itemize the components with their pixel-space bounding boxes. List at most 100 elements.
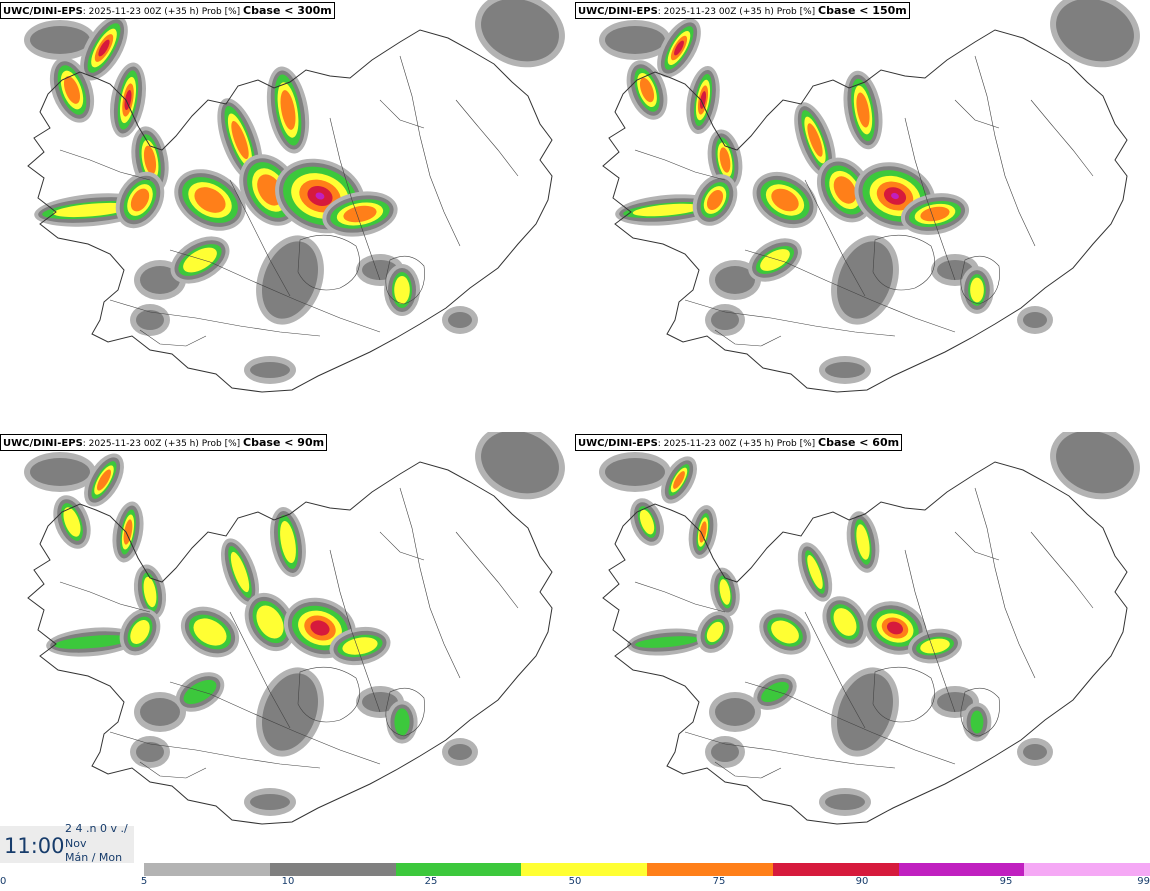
- panel-title: UWC/DINI-EPS: 2025-11-23 00Z (+35 h) Pro…: [575, 434, 903, 451]
- region-boundary: [59, 149, 151, 181]
- probability-layer: [599, 0, 1140, 384]
- colorbar-tick: 99: [1137, 876, 1150, 887]
- region-boundary: [872, 234, 935, 291]
- probability-area: [250, 362, 290, 378]
- probability-area: [715, 266, 755, 294]
- probability-area: [711, 742, 739, 762]
- probability-area: [605, 26, 665, 54]
- probability-area: [673, 471, 685, 489]
- region-boundary: [954, 99, 1000, 129]
- region-boundary: [804, 179, 866, 297]
- colorbar-tick: 90: [855, 876, 869, 887]
- coastline: [602, 461, 1128, 825]
- probability-layer: [24, 432, 565, 816]
- iceland-map: [599, 432, 1140, 825]
- model-name: UWC/DINI-EPS: [578, 6, 658, 17]
- region-boundary: [399, 487, 461, 679]
- probability-area: [886, 621, 904, 635]
- probability-colorbar: [144, 863, 1150, 876]
- probability-area: [711, 310, 739, 330]
- probability-area: [1056, 432, 1134, 494]
- probability-area: [124, 89, 132, 111]
- probability-area: [342, 637, 378, 655]
- valid-date-line: 2 4 .n 0 v ./: [65, 822, 128, 835]
- probability-area: [970, 277, 984, 303]
- probability-area: [825, 794, 865, 810]
- probability-area: [632, 203, 702, 217]
- region-boundary: [297, 234, 360, 291]
- probability-area: [699, 91, 707, 109]
- colorbar-segment-50: [521, 863, 647, 876]
- probability-area: [856, 524, 870, 560]
- region-boundary: [954, 531, 1000, 561]
- model-name: UWC/DINI-EPS: [3, 438, 83, 449]
- probability-area: [1056, 0, 1134, 62]
- probability-area: [63, 507, 81, 537]
- probability-area: [891, 192, 899, 200]
- probability-area: [920, 638, 950, 654]
- region-boundary: [229, 611, 291, 729]
- probability-area: [970, 710, 984, 734]
- colorbar-tick: 0: [0, 876, 7, 887]
- probability-area: [719, 147, 731, 173]
- iceland-map: [24, 0, 565, 393]
- coastline: [602, 29, 1128, 393]
- colorbar-tick: 75: [712, 876, 726, 887]
- probability-area: [481, 432, 559, 494]
- probability-area: [635, 636, 699, 648]
- probability-area: [183, 679, 217, 705]
- region-boundary: [684, 299, 896, 337]
- probability-area: [394, 708, 410, 736]
- probability-area: [394, 275, 410, 305]
- region-boundary: [974, 55, 1036, 247]
- region-boundary: [872, 666, 935, 723]
- colorbar-segment-5: [144, 863, 270, 876]
- probability-area: [280, 90, 296, 130]
- region-boundary: [109, 299, 321, 337]
- region-boundary: [634, 581, 726, 613]
- probability-area: [706, 189, 724, 211]
- probability-area: [856, 92, 870, 128]
- region-boundary: [714, 329, 782, 347]
- probability-area: [96, 469, 112, 491]
- run-info: : 2025-11-23 00Z (+35 h) Prob [%]: [82, 7, 244, 17]
- run-info: : 2025-11-23 00Z (+35 h) Prob [%]: [657, 7, 819, 17]
- probability-area: [761, 681, 789, 703]
- run-info: : 2025-11-23 00Z (+35 h) Prob [%]: [82, 439, 244, 449]
- region-boundary: [385, 687, 425, 737]
- region-boundary: [385, 255, 425, 305]
- probability-area: [639, 509, 655, 535]
- probability-area: [130, 188, 150, 212]
- probability-area: [639, 77, 655, 103]
- region-boundary: [904, 549, 956, 713]
- colorbar-segment-25: [395, 863, 522, 876]
- probability-area: [719, 579, 731, 605]
- probability-area: [261, 241, 319, 319]
- region-boundary: [379, 531, 425, 561]
- region-boundary: [634, 149, 726, 181]
- region-boundary: [960, 255, 1000, 305]
- map-panel-top-right: UWC/DINI-EPS: 2025-11-23 00Z (+35 h) Pro…: [575, 0, 1150, 432]
- probability-area: [836, 241, 894, 319]
- region-boundary: [904, 117, 956, 281]
- region-boundary: [379, 99, 425, 129]
- coastline: [27, 461, 553, 825]
- probability-area: [448, 744, 472, 760]
- probability-area: [605, 458, 665, 486]
- probability-area: [343, 205, 377, 223]
- region-boundary: [229, 179, 291, 297]
- probability-area: [310, 620, 330, 636]
- region-boundary: [714, 761, 782, 779]
- colorbar-tick: 5: [140, 876, 148, 887]
- valid-weekday: Mán / Mon: [65, 852, 123, 863]
- region-boundary: [169, 681, 381, 765]
- map-panel-bottom-right: UWC/DINI-EPS: 2025-11-23 00Z (+35 h) Pro…: [575, 432, 1150, 864]
- region-boundary: [744, 681, 956, 765]
- cbase-label: Cbase < 300m: [243, 4, 332, 17]
- probability-area: [136, 742, 164, 762]
- probability-area: [771, 620, 799, 644]
- colorbar-segment-75: [647, 863, 773, 876]
- colorbar-tick: 95: [999, 876, 1013, 887]
- colorbar-tick: 10: [281, 876, 295, 887]
- region-boundary: [109, 731, 321, 769]
